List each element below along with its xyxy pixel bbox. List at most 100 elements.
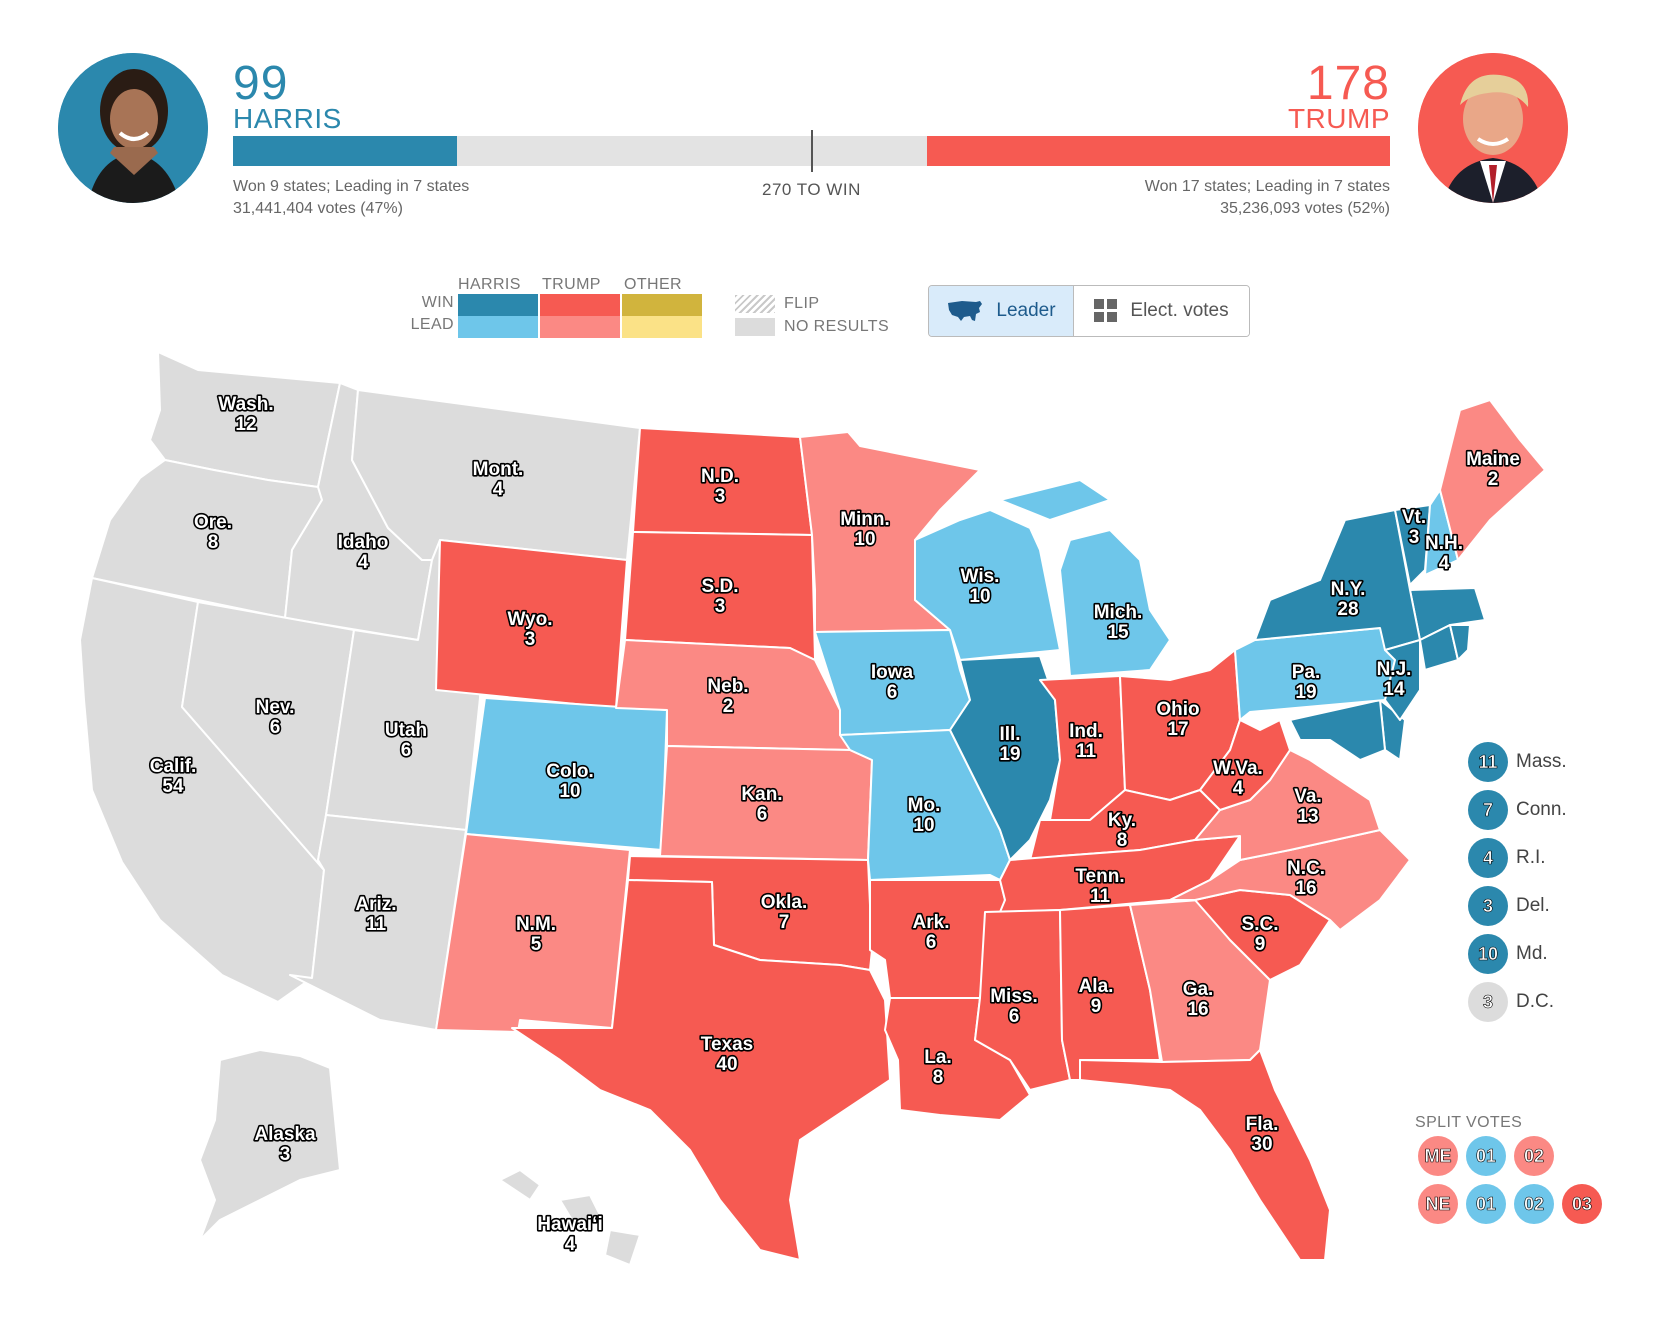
state-ev-n-h: 4 <box>1439 553 1450 574</box>
state-label-maine: Maine <box>1466 449 1520 470</box>
state-ev-wash: 12 <box>235 414 256 435</box>
state-label-pa: Pa. <box>1292 662 1321 683</box>
legend-flip-label: FLIP <box>784 295 820 312</box>
harris-status: Won 9 states; Leading in 7 states <box>233 178 470 195</box>
state-ev-kan: 6 <box>757 804 768 825</box>
state-hawai-i[interactable] <box>499 1169 641 1266</box>
state-ev-texas: 40 <box>716 1054 737 1075</box>
state-wis[interactable] <box>914 509 1061 661</box>
state-label-va: Va. <box>1294 786 1321 807</box>
state-ev-idaho: 4 <box>358 552 369 573</box>
leader-view-button[interactable]: Leader <box>929 286 1074 336</box>
state-label-mo: Mo. <box>908 795 941 816</box>
state-ev-vt: 3 <box>1409 527 1420 548</box>
state-mich[interactable] <box>999 479 1171 677</box>
state-ev-ala: 9 <box>1091 996 1102 1017</box>
state-n-j[interactable] <box>1384 639 1421 721</box>
state-ev-maine: 2 <box>1488 469 1499 490</box>
small-state-name: Md. <box>1516 943 1548 964</box>
harris-electoral-count: 99 <box>233 57 289 110</box>
trump-votes: 35,236,093 votes (52%) <box>1220 200 1390 217</box>
state-ev-fla: 30 <box>1251 1134 1272 1155</box>
state-label-ill: Ill. <box>999 724 1020 745</box>
state-ev-tenn: 11 <box>1090 886 1111 907</box>
small-state-conn[interactable]: 7 Conn. <box>1468 790 1567 830</box>
legend-col-harris: HARRIS <box>458 276 521 293</box>
state-label-mich: Mich. <box>1094 602 1143 623</box>
us-map-icon <box>948 301 983 321</box>
state-label-hawai-i: Hawaiʻi <box>537 1214 602 1235</box>
state-ev-miss: 6 <box>1009 1006 1020 1027</box>
state-ev-n-y: 28 <box>1337 599 1358 620</box>
state-maine[interactable] <box>1439 399 1546 561</box>
split-nebraska-ne-circle[interactable]: NE <box>1418 1184 1458 1224</box>
legend-row-lead: LEAD <box>410 316 454 333</box>
state-ev-mich: 15 <box>1107 622 1129 643</box>
split-maine-me-circle[interactable]: ME <box>1418 1136 1458 1176</box>
small-state-name: D.C. <box>1516 991 1554 1012</box>
split-maine--circle[interactable]: 02 <box>1514 1136 1554 1176</box>
us-election-map: Wash.12Ore.8Calif.54Idaho4Nev.6Mont.4Uta… <box>79 351 1546 1266</box>
small-state-mass[interactable]: 11 Mass. <box>1468 742 1567 782</box>
state-texas[interactable] <box>511 879 891 1261</box>
state-ev-n-m: 5 <box>531 934 542 955</box>
state-ev-n-c: 16 <box>1295 878 1316 899</box>
state-label-la: La. <box>924 1047 951 1068</box>
electoral-progress-bar <box>233 130 1390 172</box>
rhode-island-shape[interactable] <box>1449 624 1471 661</box>
state-label-fla: Fla. <box>1246 1114 1279 1135</box>
split-maine--circle[interactable]: 01 <box>1466 1136 1506 1176</box>
state-label-ore: Ore. <box>194 512 232 533</box>
state-label-ohio: Ohio <box>1156 699 1199 720</box>
state-label-n-c: N.C. <box>1287 858 1325 879</box>
state-ev-okla: 7 <box>779 912 790 933</box>
state-fla[interactable] <box>1079 1049 1331 1261</box>
state-n-m[interactable] <box>435 833 631 1033</box>
state-label-ga: Ga. <box>1183 979 1214 1000</box>
to-win-label: 270 TO WIN <box>762 180 861 199</box>
split-nebraska--circle[interactable]: 02 <box>1514 1184 1554 1224</box>
state-ev-ga: 16 <box>1187 999 1208 1020</box>
small-state-md[interactable]: 10 Md. <box>1468 934 1548 974</box>
state-ev-iowa: 6 <box>887 682 898 703</box>
state-label-miss: Miss. <box>990 986 1038 1007</box>
harris-photo <box>58 53 208 203</box>
state-ev-n-j: 14 <box>1383 679 1405 700</box>
split-nebraska--circle[interactable]: 01 <box>1466 1184 1506 1224</box>
small-state-name: Mass. <box>1516 751 1567 772</box>
state-alaska[interactable] <box>199 1049 341 1241</box>
trump-summary: Won 17 states; Leading in 7 states 35,23… <box>1145 176 1390 220</box>
state-w-va[interactable] <box>1199 719 1291 811</box>
maryland-shape[interactable] <box>1289 699 1386 761</box>
legend-swatch-harris-win <box>458 294 538 316</box>
state-ev-colo: 10 <box>559 781 580 802</box>
state-ev-s-d: 3 <box>715 596 726 617</box>
state-ev-hawai-i: 4 <box>565 1234 576 1255</box>
split-nebraska--circle[interactable]: 03 <box>1562 1184 1602 1224</box>
leader-view-label: Leader <box>996 300 1056 321</box>
state-label-n-m: N.M. <box>516 914 556 935</box>
state-ev-ohio: 17 <box>1167 719 1188 740</box>
state-label-n-y: N.Y. <box>1331 579 1366 600</box>
state-label-s-d: S.D. <box>702 576 739 597</box>
legend-swatch-trump-win <box>540 294 620 316</box>
electoral-votes-view-button[interactable]: Elect. votes <box>1074 286 1249 336</box>
state-label-tenn: Tenn. <box>1075 866 1124 887</box>
state-ev-n-d: 3 <box>715 486 726 507</box>
harris-votes: 31,441,404 votes (47%) <box>233 200 403 217</box>
state-ev-nev: 6 <box>270 717 281 738</box>
trump-electoral-count: 178 <box>1306 57 1390 110</box>
legend-swatch-other-win <box>622 294 702 316</box>
small-state-del[interactable]: 3 Del. <box>1468 886 1550 926</box>
state-label-wash: Wash. <box>218 394 273 415</box>
state-ev-s-c: 9 <box>1255 934 1266 955</box>
state-label-ark: Ark. <box>913 912 950 933</box>
state-ev-calif: 54 <box>162 776 184 797</box>
state-ev-minn: 10 <box>854 529 875 550</box>
small-state-d-c[interactable]: 3 D.C. <box>1468 982 1554 1022</box>
small-state-r-i[interactable]: 4 R.I. <box>1468 838 1546 878</box>
state-ev-pa: 19 <box>1295 682 1316 703</box>
harris-name: HARRIS <box>233 103 342 134</box>
state-ev-wyo: 3 <box>525 629 536 650</box>
state-ev-ariz: 11 <box>366 914 387 935</box>
